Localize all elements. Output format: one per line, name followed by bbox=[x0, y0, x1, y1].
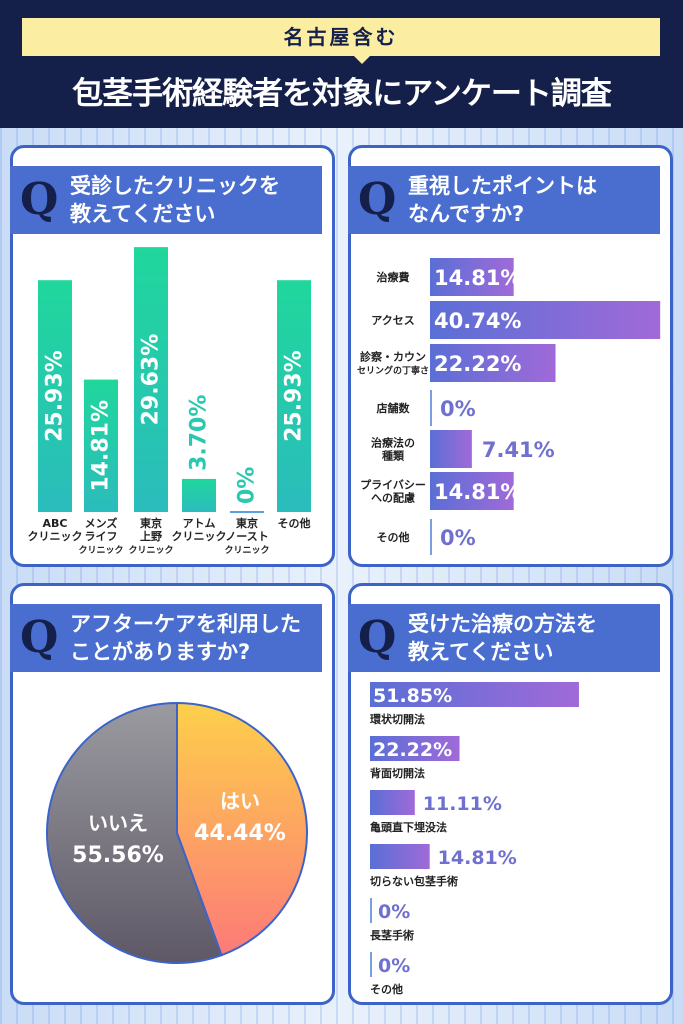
q-icon: Q bbox=[358, 612, 397, 663]
tick-label: 診察・カウン bbox=[360, 350, 426, 364]
question-header: Q 受診したクリニックを 教えてください bbox=[10, 166, 322, 234]
tick-label: 店舗数 bbox=[377, 401, 411, 415]
data-label: 29.63% bbox=[139, 334, 164, 426]
q-icon: Q bbox=[20, 612, 59, 663]
question-line: 受けた治療の方法を bbox=[408, 612, 597, 636]
bar bbox=[370, 682, 579, 707]
tick-label: 治療法の bbox=[371, 436, 415, 450]
slice-label: いいえ bbox=[88, 811, 148, 835]
tick-label: セリングの丁寧さ bbox=[357, 365, 429, 377]
bar bbox=[38, 280, 72, 512]
data-label: 7.41% bbox=[482, 438, 555, 462]
category-label: 長茎手術 bbox=[370, 928, 414, 942]
tick-label: クリニック bbox=[128, 545, 173, 556]
data-label: 3.70% bbox=[187, 395, 212, 471]
slice-value: 44.44% bbox=[194, 821, 286, 846]
data-label: 14.81% bbox=[89, 400, 114, 492]
q-icon: Q bbox=[358, 174, 397, 225]
bar bbox=[182, 478, 216, 512]
bar bbox=[134, 247, 168, 513]
data-label: 0% bbox=[440, 526, 476, 550]
header: 名古屋含む 包茎手術経験者を対象にアンケート調査 bbox=[0, 0, 683, 128]
data-label: 25.93% bbox=[282, 350, 307, 442]
page-title: 包茎手術経験者を対象にアンケート調査 bbox=[72, 76, 612, 112]
bar bbox=[84, 379, 118, 512]
pie-slice bbox=[176, 701, 308, 957]
tick-label: 上野 bbox=[140, 529, 162, 543]
data-label: 0% bbox=[235, 467, 260, 504]
tick-label: 東京 bbox=[140, 516, 162, 530]
data-label: 25.93% bbox=[43, 350, 68, 442]
category-label: その他 bbox=[370, 982, 403, 996]
region-banner: 名古屋含む bbox=[22, 18, 660, 64]
category-label: 亀頭直下埋没法 bbox=[370, 820, 447, 834]
tick-label: アトム bbox=[183, 517, 216, 530]
tick-label: クリニック bbox=[78, 545, 123, 556]
tick-label: への配慮 bbox=[371, 491, 415, 505]
bar bbox=[430, 472, 514, 510]
question-header: Q 重視したポイントは なんですか? bbox=[348, 166, 660, 234]
data-label: 51.85% bbox=[373, 685, 452, 707]
bar bbox=[370, 844, 430, 869]
tick-label: クリニック bbox=[172, 530, 227, 543]
data-label: 14.81% bbox=[434, 266, 521, 290]
bar bbox=[370, 790, 415, 815]
question-line: 重視したポイントは bbox=[408, 174, 597, 198]
bar bbox=[277, 280, 311, 512]
slice-label: はい bbox=[220, 789, 260, 813]
question-header: Q アフターケアを利用した ことがありますか? bbox=[10, 604, 322, 672]
tick-label: その他 bbox=[377, 530, 410, 544]
tick-label: ABC bbox=[43, 517, 68, 530]
question-line: ことがありますか? bbox=[70, 640, 251, 664]
data-label: 0% bbox=[378, 955, 410, 977]
data-label: 0% bbox=[440, 397, 476, 421]
data-label: 14.81% bbox=[438, 847, 517, 869]
data-label: 11.11% bbox=[423, 793, 502, 815]
question-header: Q 受けた治療の方法を 教えてください bbox=[348, 604, 660, 672]
bar bbox=[430, 430, 472, 468]
question-line: アフターケアを利用した bbox=[70, 612, 301, 636]
tick-label: クリニック bbox=[28, 530, 83, 543]
tick-label: プライバシー bbox=[360, 478, 426, 492]
tick-label: 東京 bbox=[236, 516, 258, 530]
question-line: 受診したクリニックを bbox=[70, 174, 280, 198]
question-line: 教えてください bbox=[408, 640, 554, 664]
tick-label: 種類 bbox=[382, 449, 405, 463]
tick-label: ライフ bbox=[85, 530, 118, 543]
bar bbox=[370, 736, 460, 761]
tick-label: クリニック bbox=[224, 545, 269, 556]
tick-label: 治療費 bbox=[377, 270, 410, 284]
bar bbox=[430, 344, 556, 382]
data-label: 14.81% bbox=[434, 480, 521, 504]
tick-label: メンズ bbox=[85, 516, 118, 530]
category-label: 環状切開法 bbox=[370, 712, 425, 726]
category-label: 切らない包茎手術 bbox=[370, 874, 458, 888]
question-line: 教えてください bbox=[70, 202, 216, 226]
bar bbox=[430, 301, 661, 339]
bar bbox=[430, 258, 514, 296]
category-label: 背面切開法 bbox=[370, 766, 425, 780]
question-line: なんですか? bbox=[408, 202, 525, 226]
data-label: 22.22% bbox=[434, 352, 521, 376]
pie-slice bbox=[46, 701, 223, 964]
tick-label: その他 bbox=[278, 516, 311, 530]
data-label: 0% bbox=[378, 901, 410, 923]
q-icon: Q bbox=[20, 174, 59, 225]
slice-value: 55.56% bbox=[72, 843, 164, 868]
tick-label: ノースト bbox=[225, 530, 268, 543]
data-label: 40.74% bbox=[434, 309, 521, 333]
tick-label: アクセス bbox=[371, 314, 414, 327]
data-label: 22.22% bbox=[373, 739, 452, 761]
